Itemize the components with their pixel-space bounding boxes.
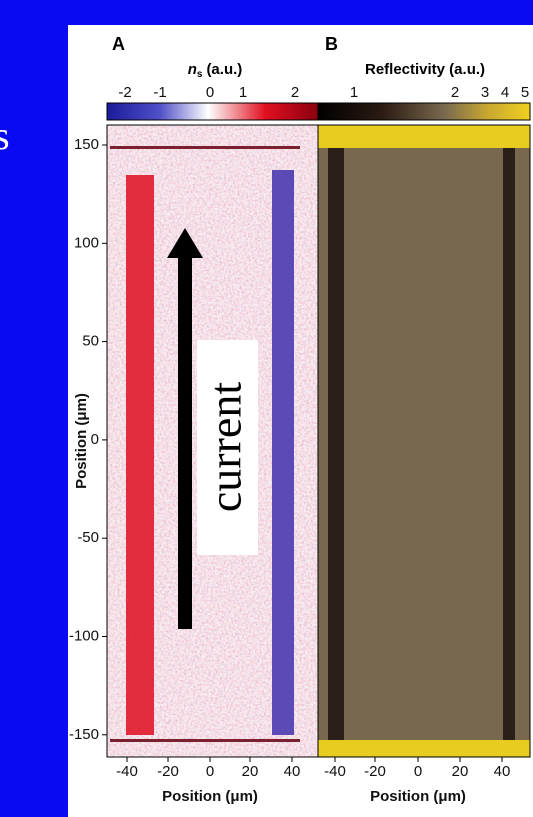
reflective-band	[318, 740, 530, 757]
y-axis-label: Position (μm)	[73, 393, 90, 489]
colorbar-tick-label: -2	[118, 84, 131, 101]
y-tick-label: 0	[91, 431, 99, 448]
colorbar-tick-label: 4	[501, 84, 509, 101]
edge	[328, 148, 344, 740]
annotation: current	[200, 382, 251, 512]
y-tick-label: 50	[82, 333, 99, 350]
x-axis-label: Position (μm)	[370, 788, 466, 805]
x-tick-label: 20	[242, 763, 259, 780]
unit: (a.u.)	[206, 61, 242, 78]
reflective-band	[318, 125, 530, 148]
edge-line	[110, 739, 300, 742]
y-tick-label: -50	[77, 529, 99, 546]
colorbar-tick-label: 1	[239, 84, 247, 101]
slide: s A B ns(a.u.) Reflectivity (a.u.) curre…	[0, 0, 533, 817]
colorbar-tick-label: 3	[481, 84, 489, 101]
x-tick-label: 0	[206, 763, 214, 780]
x-tick-label: -20	[157, 763, 179, 780]
colorbar-title: Reflectivity (a.u.)	[365, 61, 485, 78]
x-tick-label: -20	[364, 763, 386, 780]
subscript: s	[197, 69, 203, 80]
x-tick-label: 40	[284, 763, 301, 780]
symbol: n	[188, 61, 197, 78]
edge-line	[110, 146, 300, 149]
colorbar	[107, 103, 318, 120]
image-b	[318, 125, 530, 757]
y-tick-label: -150	[69, 726, 99, 743]
colorbar-tick-label: 2	[451, 84, 459, 101]
x-tick-label: 20	[452, 763, 469, 780]
spin-stripe-positive	[126, 175, 154, 735]
colorbar-title: ns(a.u.)	[188, 61, 243, 80]
spin-stripe-negative	[272, 170, 294, 735]
colorbar-tick-label: -1	[153, 84, 166, 101]
panel-label: B	[325, 34, 338, 54]
y-tick-label: 150	[74, 136, 99, 153]
x-tick-label: 0	[414, 763, 422, 780]
colorbar-tick-label: 0	[206, 84, 214, 101]
colorbar-tick-label: 2	[291, 84, 299, 101]
x-tick-label: -40	[116, 763, 138, 780]
colorbar-tick-label: 5	[521, 84, 529, 101]
x-axis-label: Position (μm)	[162, 788, 258, 805]
colorbar	[318, 103, 530, 120]
y-tick-label: -100	[69, 627, 99, 644]
panel-label: A	[112, 34, 125, 54]
colorbar-tick-label: 1	[350, 84, 358, 101]
arrow-shaft	[178, 255, 192, 629]
x-tick-label: -40	[324, 763, 346, 780]
edge	[503, 148, 515, 740]
y-tick-label: 100	[74, 234, 99, 251]
x-tick-label: 40	[494, 763, 511, 780]
slide-text-fragment: s	[0, 113, 10, 158]
